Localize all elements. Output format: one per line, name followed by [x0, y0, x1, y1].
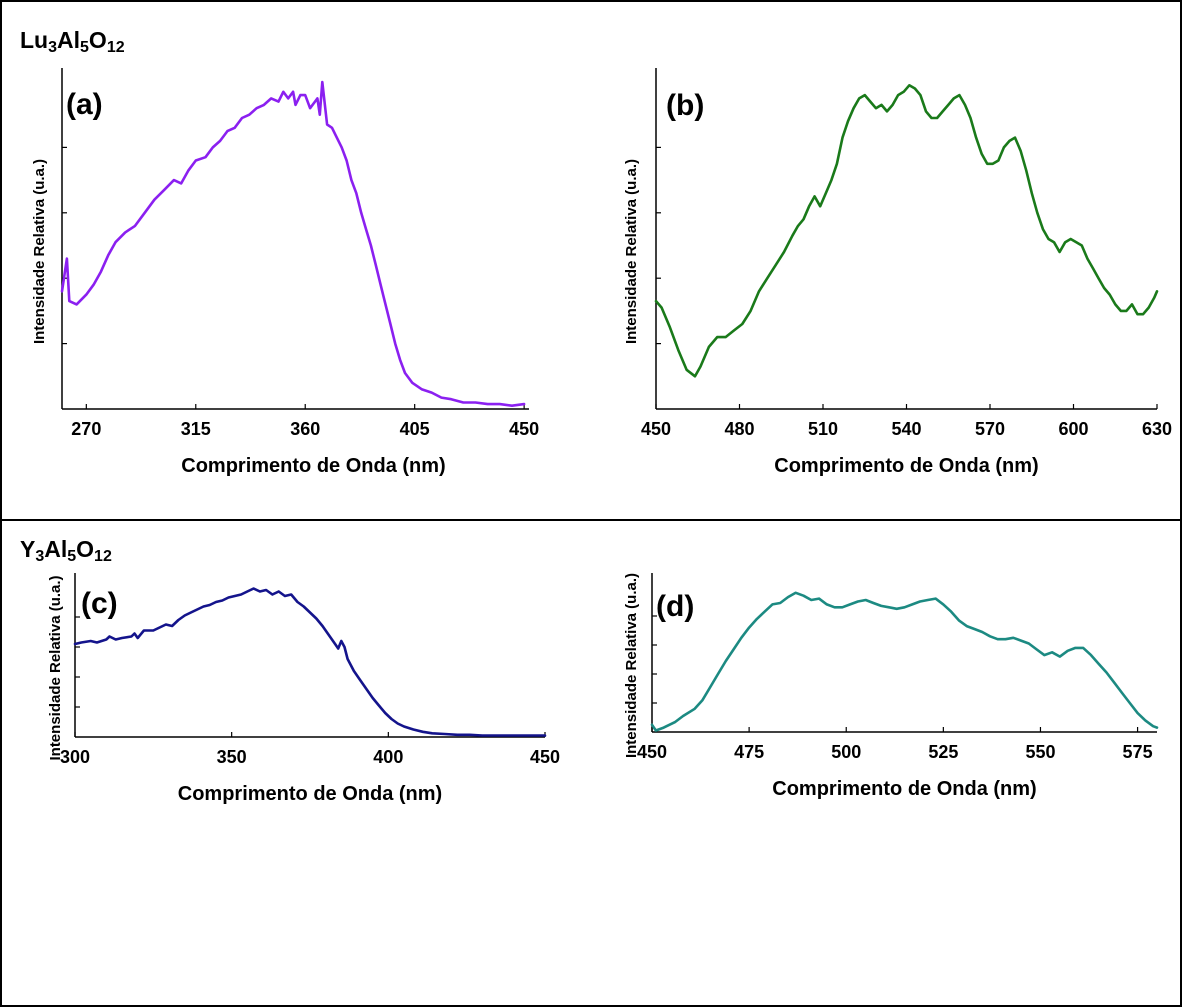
panel-label-b: (b) [666, 89, 704, 122]
x-tick-label: 510 [808, 419, 838, 439]
x-tick-label: 630 [1142, 419, 1172, 439]
spectrum-line-a [60, 80, 526, 408]
chart-panel-b: 450 480 510 540 570 600 630 Comprimento de Onda… [623, 68, 1172, 477]
chart-panel-c: 300 350 400 450 Comprimento de Onda (nm) Inte… [47, 573, 560, 805]
x-tick-label: 300 [60, 747, 90, 767]
spectrum-line-d [650, 591, 1159, 732]
y-axis-label: Intensidade Relativa (u.a.) [623, 159, 640, 344]
x-axis-label: Comprimento de Onda (nm) [178, 783, 442, 805]
panel-label-a: (a) [66, 88, 103, 121]
x-tick-label: 480 [724, 419, 754, 439]
x-axis-label: Comprimento de Onda (nm) [772, 778, 1036, 800]
x-tick-label: 360 [290, 419, 320, 439]
y-axis-label: Intensidade Relativa (u.a.) [47, 575, 64, 760]
x-tick-label: 450 [637, 742, 667, 762]
x-tick-label: 475 [734, 742, 764, 762]
y-axis-label: Intensidade Relativa (u.a.) [623, 573, 640, 758]
x-tick-label: 450 [641, 419, 671, 439]
x-tick-label: 500 [831, 742, 861, 762]
x-tick-label: 450 [509, 419, 539, 439]
panel-label-d: (d) [656, 590, 694, 623]
x-tick-label: 540 [891, 419, 921, 439]
spectrum-line-b [654, 84, 1159, 378]
x-tick-label: 400 [373, 747, 403, 767]
x-tick-label: 450 [530, 747, 560, 767]
x-tick-label: 550 [1025, 742, 1055, 762]
section-title-lu3al5o12: Lu3Al5O12 [20, 27, 125, 56]
chart-panels: 270 315 360 405 450 Comprimento de Onda (nm) I… [31, 68, 1172, 805]
chart-panel-a: 270 315 360 405 450 Comprimento de Onda (nm) I… [31, 68, 539, 477]
x-tick-label: 600 [1058, 419, 1088, 439]
x-axis-label: Comprimento de Onda (nm) [774, 455, 1038, 477]
y-axis-label: Intensidade Relativa (u.a.) [31, 159, 48, 344]
x-tick-label: 315 [181, 419, 211, 439]
x-tick-label: 350 [217, 747, 247, 767]
x-tick-label: 570 [975, 419, 1005, 439]
x-tick-label: 575 [1123, 742, 1153, 762]
x-tick-label: 270 [71, 419, 101, 439]
panel-label-c: (c) [81, 587, 118, 620]
chart-panel-d: 450 475 500 525 550 575 Comprimento de Onda (n… [623, 573, 1159, 800]
section-title-y3al5o12: Y3Al5O12 [20, 536, 112, 565]
x-tick-label: 405 [400, 419, 430, 439]
x-axis-label: Comprimento de Onda (nm) [181, 455, 445, 477]
x-tick-label: 525 [928, 742, 958, 762]
spectrum-line-c [73, 587, 547, 737]
